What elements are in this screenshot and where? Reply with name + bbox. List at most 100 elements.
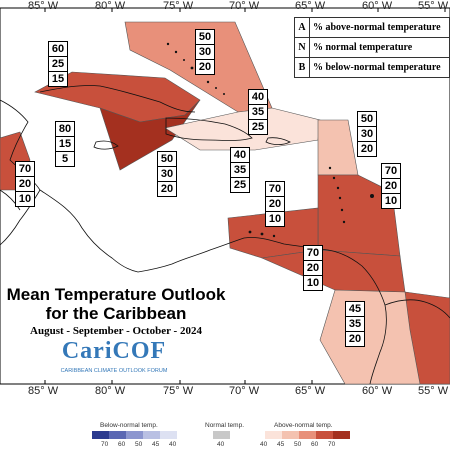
prob-below: 20 (345, 331, 365, 347)
prob-below: 25 (230, 177, 250, 193)
prob-normal: 30 (195, 44, 215, 60)
lon-label-bottom: 55° W (418, 385, 449, 397)
prob-box-western-caribbean: 50 30 20 (157, 151, 177, 197)
legend-row-above: A% above-normal temperature (294, 17, 450, 38)
legend-text: % above-normal temperature (313, 22, 441, 33)
tick-below: 70 (101, 441, 109, 448)
prob-below: 20 (157, 181, 177, 197)
swatch-below-40 (160, 431, 177, 439)
lon-label-bottom: 80° W (95, 385, 126, 397)
lon-label-bottom: 70° W (229, 385, 260, 397)
lon-label-bottom: 85° W (28, 385, 59, 397)
prob-box-eastern-caribbean: 70 20 10 (381, 163, 401, 209)
prob-below: 10 (15, 191, 35, 207)
tick-normal: 40 (217, 441, 225, 448)
prob-box-trinidad-venezuela: 70 20 10 (303, 245, 323, 291)
tick-above: 70 (328, 441, 336, 448)
swatch-below-60 (109, 431, 126, 439)
prob-normal: 20 (15, 176, 35, 192)
prob-above: 45 (345, 301, 365, 317)
abn-legend-key: A% above-normal temperature N% normal te… (294, 17, 450, 78)
lon-label-top: 75° W (163, 0, 194, 12)
legend-row-normal: N% normal temperature (294, 37, 450, 58)
prob-box-central-america-west: 70 20 10 (15, 161, 35, 207)
prob-box-cuba-central: 80 15 5 (55, 121, 75, 167)
prob-box-northern-leewards: 50 30 20 (357, 111, 377, 157)
below-normal-label: Below-normal temp. (100, 422, 158, 429)
map-title: Mean Temperature Outlook (6, 285, 226, 304)
prob-above: 70 (15, 161, 35, 177)
prob-above: 50 (157, 151, 177, 167)
swatch-below-50 (126, 431, 143, 439)
prob-normal: 25 (48, 56, 68, 72)
prob-box-abc-islands: 70 20 10 (265, 181, 285, 227)
prob-above: 40 (248, 89, 268, 105)
prob-normal: 15 (55, 136, 75, 152)
lon-label-bottom: 60° W (362, 385, 393, 397)
lon-label-bottom: 65° W (295, 385, 326, 397)
tick-above: 60 (311, 441, 319, 448)
swatch-above-70 (333, 431, 350, 439)
prob-above: 40 (230, 147, 250, 163)
tick-below: 50 (135, 441, 143, 448)
tick-below: 40 (169, 441, 177, 448)
lon-label-top: 55° W (418, 0, 449, 12)
prob-above: 50 (357, 111, 377, 127)
prob-normal: 35 (345, 316, 365, 332)
legend-text: % below-normal temperature (313, 62, 441, 73)
prob-box-greater-antilles-west: 60 25 15 (48, 41, 68, 87)
color-scale-legend: Below-normal temp. Normal temp. Above-no… (0, 396, 450, 450)
prob-below: 5 (55, 151, 75, 167)
swatch-below-45 (143, 431, 160, 439)
swatch-above-50 (299, 431, 316, 439)
prob-normal: 35 (230, 162, 250, 178)
prob-normal: 20 (381, 178, 401, 194)
prob-box-bahamas: 50 30 20 (195, 29, 215, 75)
prob-normal: 30 (357, 126, 377, 142)
tick-above: 40 (260, 441, 268, 448)
prob-above: 70 (265, 181, 285, 197)
legend-letter: B (295, 58, 310, 77)
swatch-above-40 (265, 431, 282, 439)
prob-normal: 20 (303, 260, 323, 276)
prob-normal: 35 (248, 104, 268, 120)
prob-normal: 20 (265, 196, 285, 212)
prob-above: 80 (55, 121, 75, 137)
map-title-line2: for the Caribbean (45, 304, 187, 323)
legend-letter: A (295, 18, 310, 37)
prob-above: 70 (381, 163, 401, 179)
logo-tagline: CARIBBEAN CLIMATE OUTLOOK FORUM (60, 368, 168, 374)
prob-below: 15 (48, 71, 68, 87)
lon-label-bottom: 75° W (163, 385, 194, 397)
tick-below: 45 (152, 441, 160, 448)
swatch-below-70 (92, 431, 109, 439)
swatch-above-60 (316, 431, 333, 439)
legend-row-below: B% below-normal temperature (294, 57, 450, 78)
prob-above: 60 (48, 41, 68, 57)
legend-text: % normal temperature (313, 42, 413, 53)
prob-above: 70 (303, 245, 323, 261)
forecast-period: August - September - October - 2024 (30, 325, 202, 337)
prob-box-puerto-rico: 40 35 25 (230, 147, 250, 193)
prob-box-guianas: 45 35 20 (345, 301, 365, 347)
prob-below: 10 (381, 193, 401, 209)
prob-normal: 30 (157, 166, 177, 182)
lon-label-top: 85° W (28, 0, 59, 12)
tick-above: 50 (294, 441, 302, 448)
lon-label-top: 60° W (362, 0, 393, 12)
prob-above: 50 (195, 29, 215, 45)
above-normal-label: Above-normal temp. (274, 422, 333, 429)
region-guianas-east (404, 291, 450, 385)
islands (166, 42, 374, 238)
prob-below: 10 (265, 211, 285, 227)
prob-box-hispaniola: 40 35 25 (248, 89, 268, 135)
prob-below: 25 (248, 119, 268, 135)
caricof-logo: CariCOF CARIBBEAN CLIMATE OUTLOOK FORUM (48, 338, 180, 380)
prob-below: 20 (357, 141, 377, 157)
normal-label: Normal temp. (205, 422, 245, 429)
lon-label-top: 80° W (95, 0, 126, 12)
tick-above: 45 (277, 441, 285, 448)
tick-below: 60 (118, 441, 126, 448)
legend-letter: N (295, 38, 310, 57)
